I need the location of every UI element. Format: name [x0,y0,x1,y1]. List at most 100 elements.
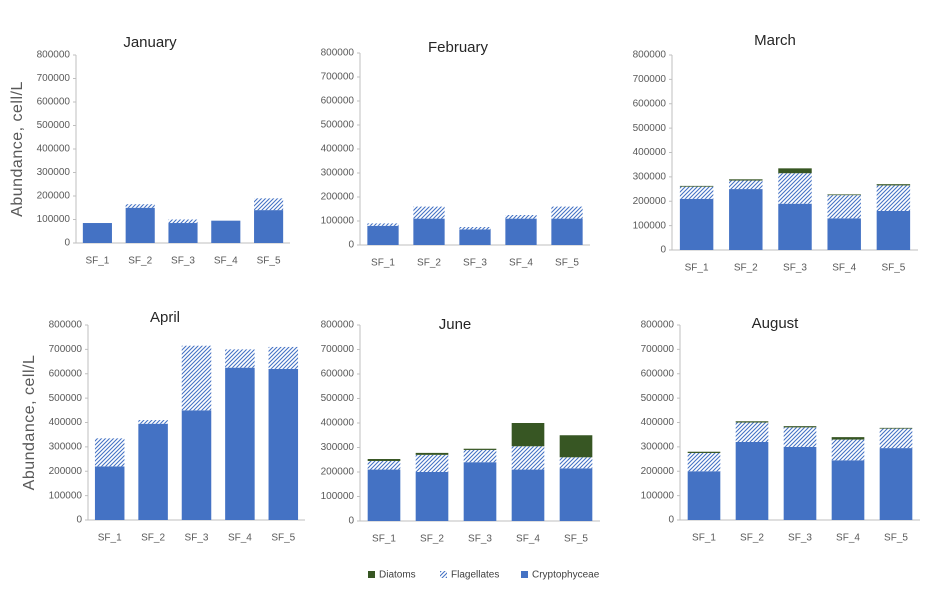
bar-segment [783,446,817,520]
bar-segment [831,437,865,440]
bar-segment [268,346,299,369]
bar-segment [168,219,198,224]
bar-segment [687,452,721,472]
x-tick-label: SF_2 [141,533,165,544]
bar-segment [82,223,112,243]
y-tick-label: 600000 [321,369,355,380]
y-tick-label: 500000 [633,123,667,134]
bar-segment [511,469,545,521]
bar-segment [778,203,812,250]
y-tick-label: 300000 [641,442,675,453]
x-tick-label: SF_3 [185,533,209,544]
legend-swatch [521,571,528,578]
y-tick-label: 400000 [321,418,355,429]
bar-segment [831,460,865,520]
y-tick-label: 300000 [49,442,83,453]
y-tick-label: 700000 [37,73,71,84]
y-tick-label: 700000 [321,72,355,83]
legend-swatch [440,571,447,578]
y-tick-label: 400000 [37,144,71,155]
y-tick-label: 800000 [321,320,355,331]
y-axis-label: Abundance, cell/L [9,81,26,217]
x-tick-label: SF_1 [692,533,716,544]
bar-segment [254,198,284,211]
x-tick-label: SF_1 [372,534,396,545]
bar-segment [876,184,911,186]
y-tick-label: 700000 [633,74,667,85]
y-tick-label: 200000 [37,191,71,202]
bar-segment [827,194,861,196]
y-tick-label: 800000 [641,320,675,331]
y-tick-label: 100000 [633,220,667,231]
x-tick-label: SF_4 [228,533,252,544]
bar-segment [463,448,497,450]
bar-segment [778,168,812,174]
bar-segment [511,446,545,470]
bar-segment [138,420,168,424]
y-tick-label: 600000 [321,96,355,107]
y-tick-label: 100000 [641,490,675,501]
x-tick-label: SF_3 [788,533,812,544]
y-tick-label: 200000 [641,466,675,477]
bar-segment [679,186,714,199]
y-tick-label: 600000 [641,368,675,379]
y-tick-label: 100000 [37,214,71,225]
bar-segment [125,204,155,208]
y-tick-label: 700000 [49,344,83,355]
bar-segment [559,468,593,521]
y-tick-label: 400000 [641,417,675,428]
bar-segment [783,426,817,428]
y-tick-label: 300000 [633,172,667,183]
bar-segment [225,367,255,520]
x-tick-label: SF_5 [564,534,588,545]
x-tick-label: SF_3 [463,258,487,269]
legend-label: Flagellates [451,570,499,581]
bar-segment [367,469,401,521]
bar-segment [367,460,401,470]
x-tick-label: SF_4 [836,533,860,544]
bar-segment [783,427,817,447]
bar-segment [459,227,491,230]
y-tick-label: 500000 [321,120,355,131]
bar-segment [211,220,241,243]
x-tick-label: SF_4 [516,534,540,545]
x-tick-label: SF_3 [171,256,195,267]
y-tick-label: 700000 [641,344,675,355]
bar-segment [735,422,769,442]
y-tick-label: 0 [348,516,354,527]
bar-segment [559,457,593,469]
y-tick-label: 400000 [321,144,355,155]
bar-segment [679,198,714,250]
x-tick-label: SF_3 [783,263,807,274]
bar-segment [729,179,763,181]
y-tick-label: 100000 [321,216,355,227]
bar-segment [415,452,449,455]
x-tick-label: SF_1 [85,256,109,267]
y-tick-label: 600000 [37,97,71,108]
bar-segment [268,368,299,520]
bar-segment [94,438,125,467]
legend-swatch [368,571,375,578]
x-tick-label: SF_5 [884,533,908,544]
bar-segment [168,223,198,243]
y-tick-label: 200000 [321,467,355,478]
y-tick-label: 500000 [37,120,71,131]
bar-segment [778,173,812,204]
legend-label: Diatoms [379,570,416,581]
y-tick-label: 0 [348,240,354,251]
bar-segment [415,454,449,472]
bar-segment [463,449,497,463]
chart-title: February [428,39,489,56]
x-tick-label: SF_4 [214,256,238,267]
x-tick-label: SF_4 [832,263,856,274]
chart-title: August [752,315,800,332]
x-tick-label: SF_2 [128,256,152,267]
chart-title: March [754,32,796,49]
bar-segment [827,218,861,250]
y-tick-label: 200000 [321,192,355,203]
y-tick-label: 200000 [49,466,83,477]
bar-segment [225,349,255,368]
x-tick-label: SF_1 [98,533,122,544]
bar-segment [876,211,911,250]
